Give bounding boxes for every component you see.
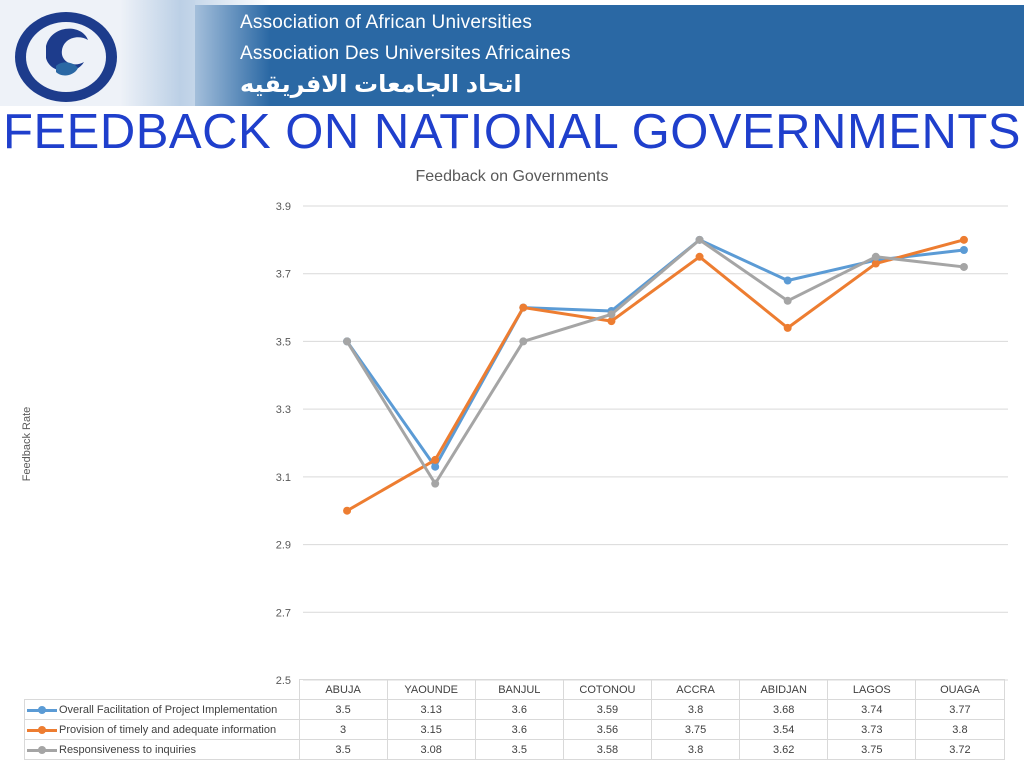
data-point [783, 323, 792, 332]
data-label: 3.08 [386, 739, 476, 760]
y-tick-label: 3.5 [276, 336, 291, 348]
series-line [345, 238, 966, 513]
data-table-row: Responsiveness to inquiries 3.5 3.08 3.5 3.5… [24, 739, 1005, 760]
data-label: 3.75 [650, 719, 741, 740]
data-table-corner [25, 680, 300, 700]
y-tick-label: 2.9 [276, 540, 291, 552]
data-point [431, 462, 440, 471]
legend-label: Provision of timely and adequate informa… [59, 723, 277, 736]
data-label: 3 [298, 719, 388, 740]
data-point [519, 303, 528, 312]
org-name-arabic: اتحاد الجامعات الافريقيه [240, 71, 522, 98]
y-tick-label: 3.7 [276, 269, 291, 281]
data-label: 3.77 [915, 699, 1005, 720]
data-label: 3.68 [739, 699, 829, 720]
data-point [959, 235, 968, 244]
y-tick-label: 3.3 [276, 404, 291, 416]
aau-logo-icon [15, 12, 117, 102]
x-tick-label: ABUJA [298, 679, 388, 700]
legend-key-icon [27, 705, 57, 715]
x-tick-label: ACCRA [650, 679, 741, 700]
data-label: 3.6 [474, 719, 564, 740]
data-point [871, 252, 880, 261]
data-point [519, 337, 528, 346]
legend-key-icon [27, 725, 57, 735]
data-point [959, 246, 968, 255]
data-table: ABUJA YAOUNDE BANJUL COTONOU ACCRA ABIDJAN LAG… [24, 679, 1005, 760]
x-tick-label: YAOUNDE [386, 679, 476, 700]
x-tick-label: ABIDJAN [739, 679, 829, 700]
data-point [695, 235, 704, 244]
data-point [343, 337, 352, 346]
series-line [345, 238, 966, 486]
chart-title: Feedback on Governments [415, 168, 609, 185]
data-point [959, 262, 968, 271]
data-label: 3.54 [739, 719, 829, 740]
data-label: 3.5 [474, 739, 564, 760]
data-point [871, 259, 880, 268]
data-point [607, 317, 616, 326]
data-point [783, 276, 792, 285]
slide-title: FEEDBACK ON NATIONAL GOVERNMENTS [3, 105, 1021, 159]
data-point [343, 506, 352, 515]
data-point [783, 296, 792, 305]
header-banner: Association of African Universities Asso… [0, 0, 1024, 106]
data-point [695, 252, 704, 261]
data-point [607, 310, 616, 319]
data-label: 3.59 [562, 699, 653, 720]
y-tick-label: 2.7 [276, 607, 291, 619]
x-tick-label: LAGOS [827, 679, 917, 700]
data-label: 3.56 [562, 719, 653, 740]
x-tick-label: BANJUL [474, 679, 564, 700]
data-label: 3.5 [298, 699, 388, 720]
data-point [431, 479, 440, 488]
org-name-french: Association Des Universites Africaines [240, 43, 571, 64]
y-tick-label: 3.1 [276, 472, 291, 484]
data-label: 3.62 [739, 739, 829, 760]
data-label: 3.75 [827, 739, 917, 760]
banner-fade [120, 0, 270, 106]
org-name-english: Association of African Universities [240, 12, 533, 33]
data-label: 3.8 [650, 699, 741, 720]
data-table-row: Overall Facilitation of Project Implemen… [24, 699, 1005, 720]
legend-key-icon [27, 745, 57, 755]
data-label: 3.6 [474, 699, 564, 720]
x-tick-label: COTONOU [562, 679, 653, 700]
data-label: 3.5 [298, 739, 388, 760]
data-label: 3.8 [915, 719, 1005, 740]
data-label: 3.74 [827, 699, 917, 720]
data-label: 3.15 [386, 719, 476, 740]
y-tick-label: 2.5 [276, 675, 291, 687]
legend-entry: Responsiveness to inquiries [24, 739, 300, 760]
legend-entry: Overall Facilitation of Project Implemen… [24, 699, 300, 720]
data-label: 3.8 [650, 739, 741, 760]
data-point [431, 455, 440, 464]
data-label: 3.58 [562, 739, 653, 760]
data-label: 3.72 [915, 739, 1005, 760]
x-tick-label: OUAGA [915, 679, 1005, 700]
legend-entry: Provision of timely and adequate informa… [24, 719, 300, 740]
y-tick-label: 3.9 [276, 201, 291, 213]
data-label: 3.73 [827, 719, 917, 740]
data-label: 3.13 [386, 699, 476, 720]
data-table-row: Provision of timely and adequate informa… [24, 719, 1005, 740]
legend-label: Responsiveness to inquiries [59, 743, 196, 756]
data-table-header-row: ABUJA YAOUNDE BANJUL COTONOU ACCRA ABIDJAN LAG… [25, 679, 1005, 700]
legend-label: Overall Facilitation of Project Implemen… [59, 703, 278, 716]
